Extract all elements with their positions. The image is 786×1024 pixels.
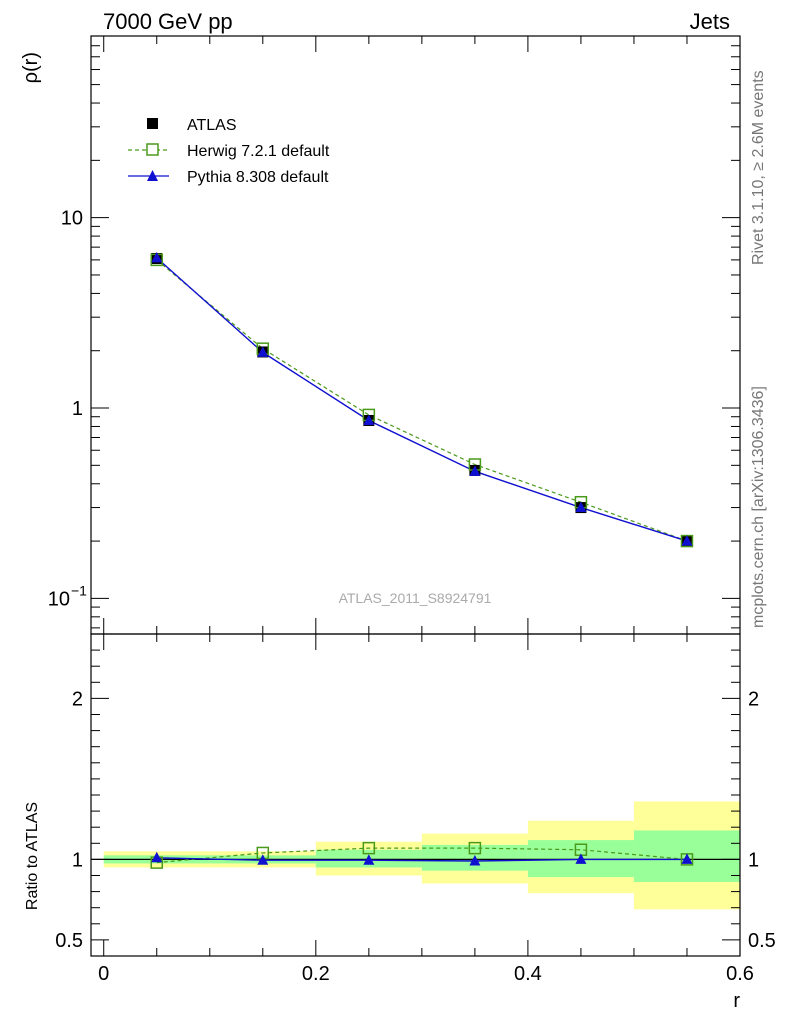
- legend-atlas-label: ATLAS: [187, 117, 237, 134]
- pythia-ratio-point: [363, 854, 375, 865]
- legend-atlas-marker: [147, 118, 158, 129]
- ratio-y-axis-label: Ratio to ATLAS: [24, 802, 41, 910]
- legend-herwig-label: Herwig 7.2.1 default: [187, 143, 330, 160]
- pythia-point: [363, 414, 375, 425]
- ratio-y-tick-label-right: 1: [748, 849, 759, 871]
- x-axis-label: r: [733, 990, 740, 1012]
- ratio-panel: 0.5 0.5 1 1 2 2 0 0.2 0.4 0.6 Ratio to ATLAS r: [24, 633, 776, 1012]
- main-y-tick-label: 10: [48, 588, 70, 610]
- header-right-label: Jets: [690, 9, 730, 34]
- herwig-ratio-point: [468, 841, 482, 855]
- x-tick-label: 0.6: [726, 963, 754, 985]
- pythia-point: [575, 501, 587, 513]
- legend: ATLAS Herwig 7.2.1 default Pythia 8.308 …: [128, 117, 330, 186]
- main-y-tick-exponent: −1: [71, 582, 87, 598]
- pythia-point: [469, 465, 481, 476]
- ratio-y-tick-label-right: 2: [748, 688, 759, 710]
- main-y-axis-label: ρ(r): [20, 52, 42, 83]
- header-left-label: 7000 GeV pp: [103, 9, 233, 34]
- pythia-point: [681, 535, 693, 546]
- ratio-y-tick-label-left: 0.5: [55, 930, 83, 952]
- pythia-ratio-point: [681, 853, 693, 864]
- pythia-point: [257, 346, 269, 357]
- ratio-y-tick-label-left: 1: [72, 849, 83, 871]
- ratio-y-tick-label-left: 2: [72, 688, 83, 710]
- legend-pythia-label: Pythia 8.308 default: [187, 169, 329, 186]
- ratio-y-tick-label-right: 0.5: [748, 930, 776, 952]
- main-y-tick-label: 10: [61, 208, 83, 230]
- pythia-ratio-point: [575, 853, 587, 864]
- x-tick-label: 0.4: [514, 963, 542, 985]
- pythia-line: [156, 257, 688, 542]
- pythia-ratio-point: [151, 851, 163, 863]
- legend-herwig-marker: [146, 143, 159, 156]
- herwig-ratio-line: [156, 847, 688, 864]
- pythia-ratio-line: [156, 857, 687, 862]
- mcplots-label: mcplots.cern.ch [arXiv:1306.3436]: [750, 386, 767, 628]
- herwig-line: [156, 259, 688, 542]
- pythia-point: [151, 251, 163, 263]
- pythia-ratio-point: [257, 854, 269, 865]
- x-tick-label: 0.2: [302, 963, 330, 985]
- watermark: ATLAS_2011_S8924791: [339, 590, 492, 606]
- pythia-ratio-point: [469, 855, 481, 866]
- x-tick-label: 0: [98, 963, 109, 985]
- legend-pythia-marker: [147, 170, 158, 181]
- rivet-label: Rivet 3.1.10, ≥ 2.6M events: [750, 70, 767, 265]
- main-y-tick-label: 1: [72, 398, 83, 420]
- herwig-ratio-point: [362, 841, 376, 855]
